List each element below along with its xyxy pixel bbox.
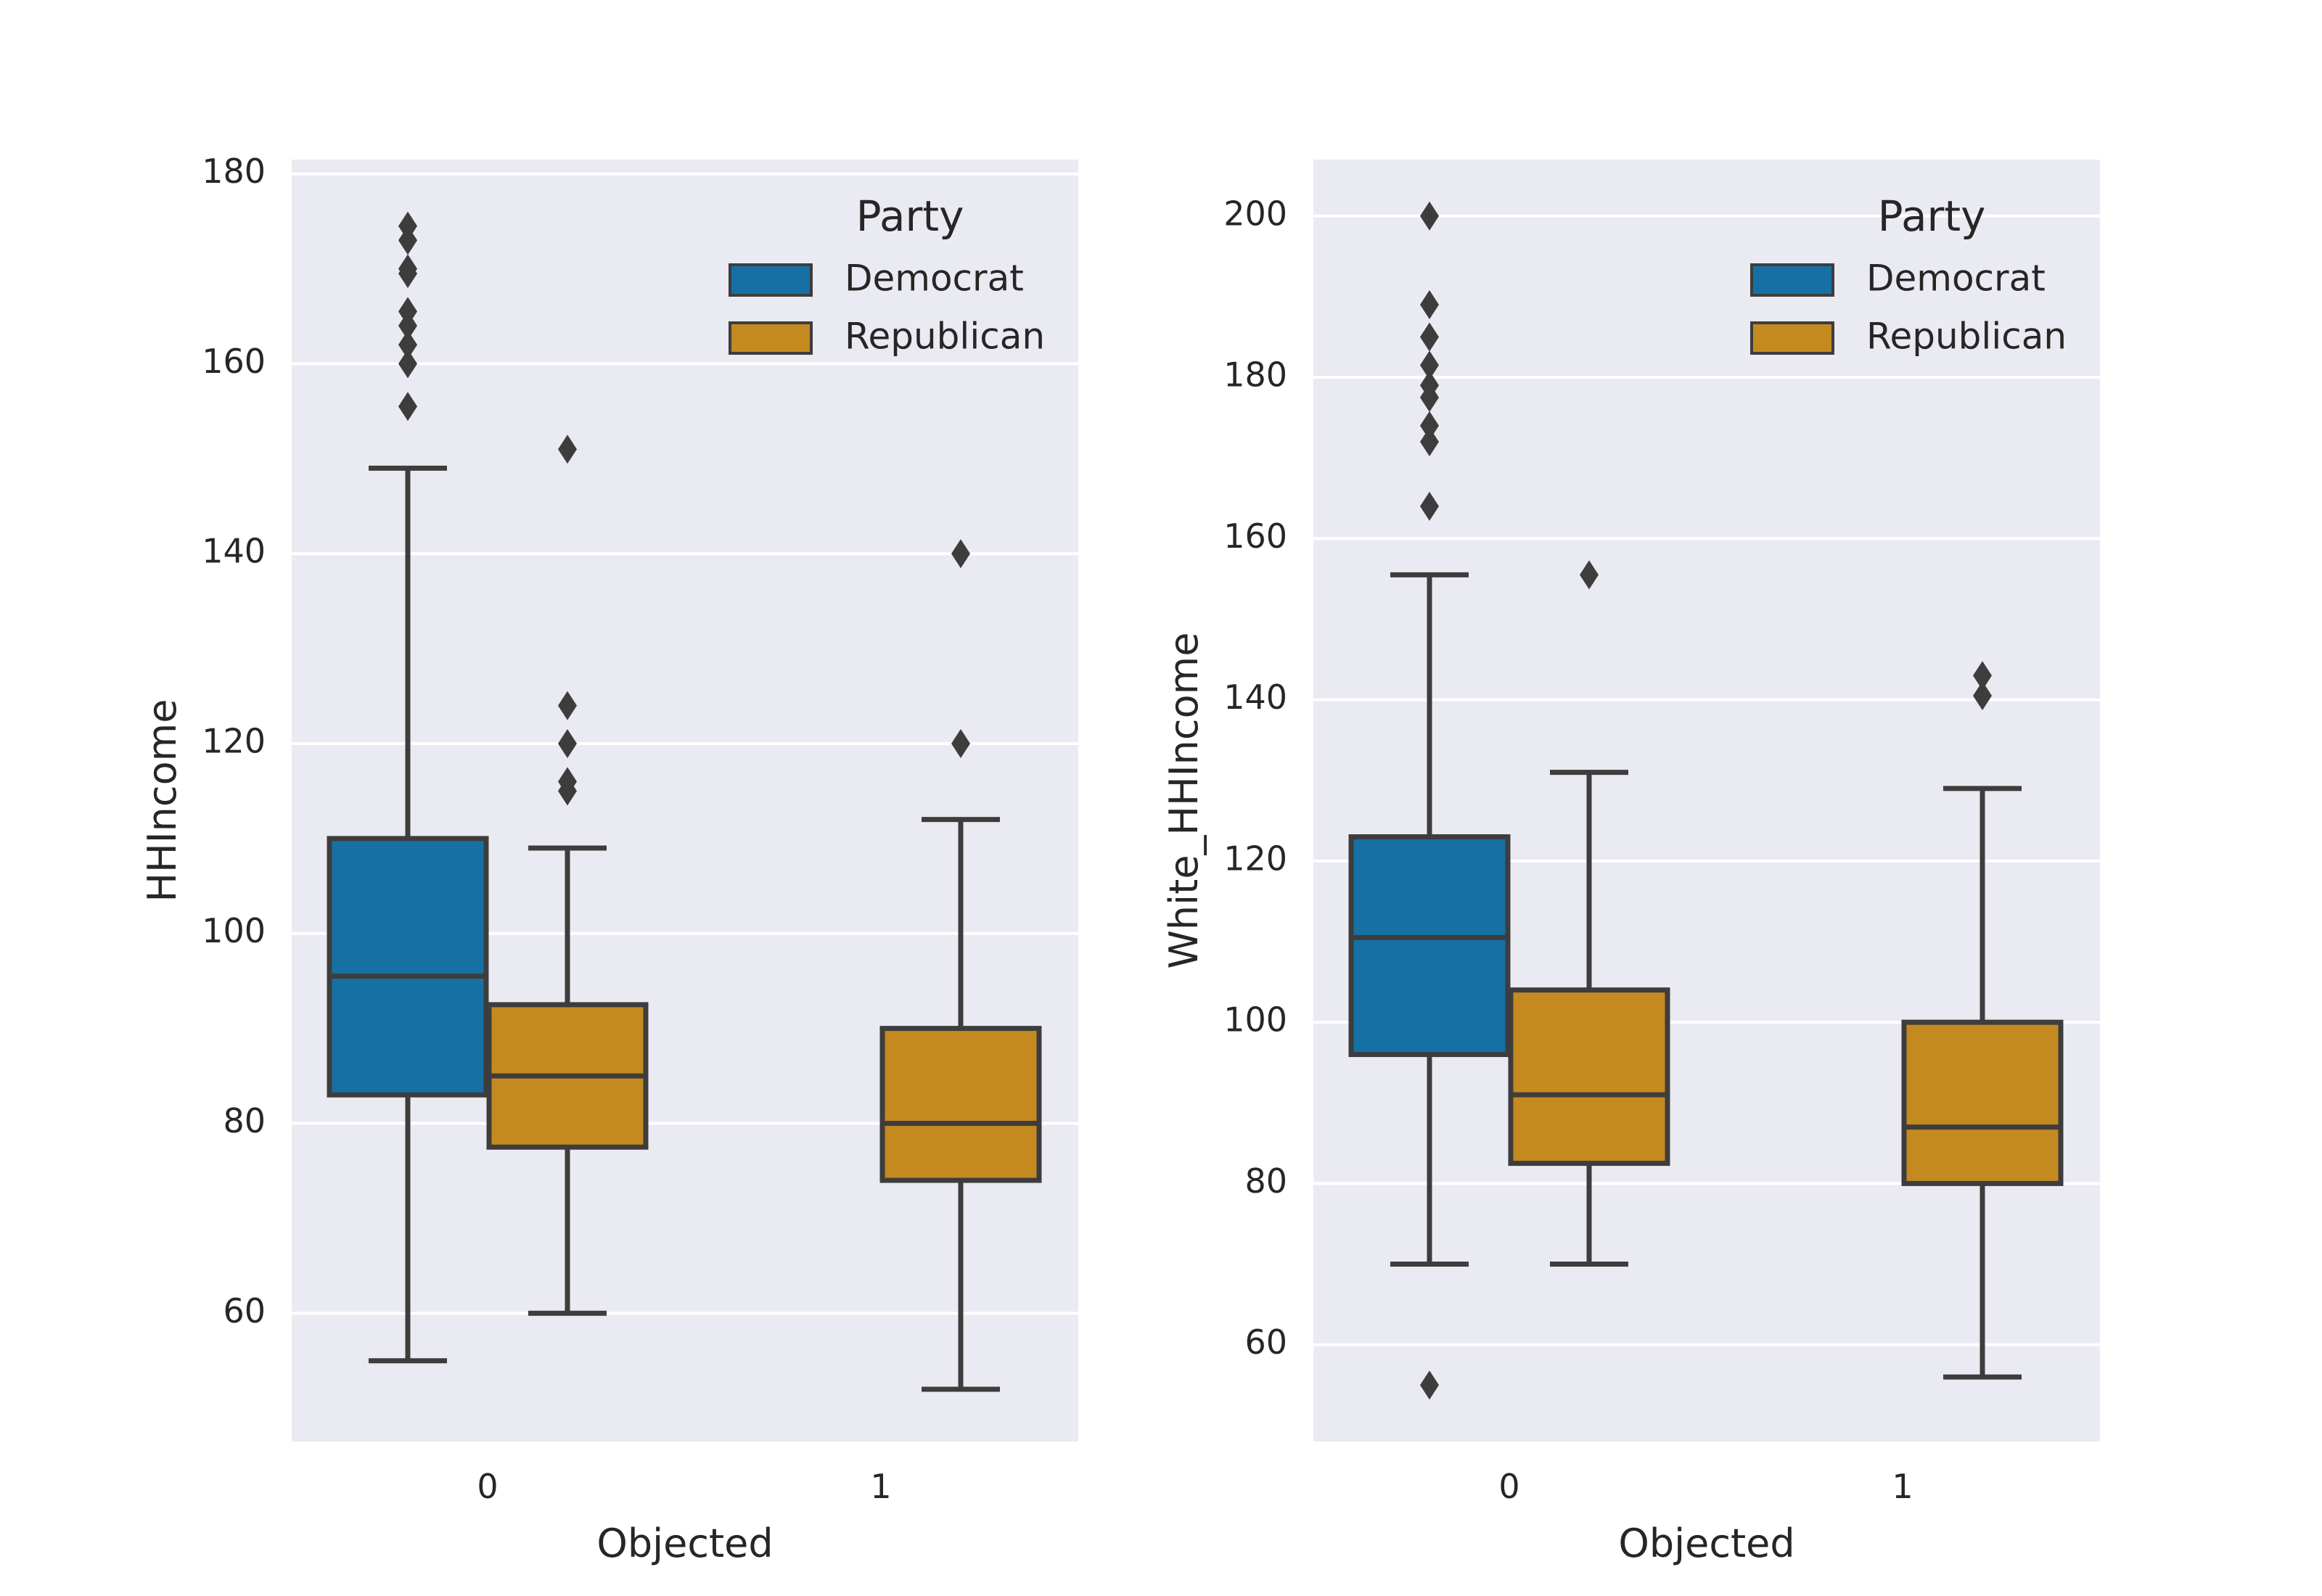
iqr-box bbox=[1348, 834, 1511, 1058]
outlier-point bbox=[398, 297, 417, 326]
x-axis-label: Objected bbox=[596, 1521, 773, 1566]
legend-title: Party bbox=[1878, 192, 1986, 241]
y-tick-label: 60 bbox=[223, 1291, 266, 1330]
x-tick-label: 0 bbox=[1498, 1467, 1519, 1506]
legend: Party Democrat Republican bbox=[1750, 192, 2067, 358]
x-tick-label: 1 bbox=[1892, 1467, 1913, 1506]
y-tick-label: 180 bbox=[1223, 355, 1287, 395]
plot-background bbox=[292, 160, 1078, 1441]
outlier-point bbox=[398, 392, 417, 421]
outlier-point bbox=[1973, 661, 1992, 691]
outlier-point bbox=[558, 728, 577, 758]
legend-label-republican: Republican bbox=[845, 316, 1045, 358]
y-tick-label: 60 bbox=[1244, 1323, 1287, 1362]
box-republican-1 bbox=[1901, 661, 2064, 1380]
legend-swatch-republican bbox=[729, 321, 813, 355]
outlier-point bbox=[1420, 371, 1439, 400]
box-republican-1 bbox=[879, 539, 1042, 1392]
y-tick-label: 80 bbox=[1244, 1161, 1287, 1201]
outlier-point bbox=[1420, 411, 1439, 440]
legend-label-democrat: Democrat bbox=[845, 258, 1024, 300]
outlier-point bbox=[398, 330, 417, 360]
y-tick-label: 100 bbox=[202, 911, 266, 950]
iqr-box bbox=[1508, 987, 1670, 1167]
iqr-box bbox=[1901, 1019, 2064, 1186]
legend-swatch-republican bbox=[1750, 321, 1834, 355]
left-plot-panel: 60 80 100 120 140 160 180 0 1 Objected HHIncome Par… bbox=[139, 152, 1078, 1566]
outlier-point bbox=[1973, 681, 1992, 711]
right-plot-panel: 60 80 100 120 140 160 180 200 0 1 Objected White_HH… bbox=[1161, 160, 2100, 1566]
outlier-point bbox=[1420, 491, 1439, 521]
outlier-point bbox=[398, 349, 417, 379]
outlier-point bbox=[1420, 350, 1439, 380]
outlier-point bbox=[558, 767, 577, 797]
y-tick-label: 120 bbox=[1223, 839, 1287, 878]
box-democrat-0 bbox=[327, 211, 489, 1364]
outlier-point bbox=[1580, 560, 1599, 590]
outlier-point bbox=[1420, 1370, 1439, 1400]
y-tick-label: 120 bbox=[202, 721, 266, 760]
outlier-point bbox=[398, 211, 417, 241]
outlier-point bbox=[1420, 427, 1439, 456]
outlier-point bbox=[558, 691, 577, 720]
outlier-point bbox=[1420, 201, 1439, 231]
y-tick-label: 80 bbox=[223, 1101, 266, 1140]
outlier-point bbox=[558, 435, 577, 464]
y-tick-label: 100 bbox=[1223, 1000, 1287, 1040]
iqr-box bbox=[327, 836, 489, 1098]
outlier-point bbox=[1420, 322, 1439, 352]
y-tick-label: 180 bbox=[202, 152, 266, 191]
legend-label-democrat: Democrat bbox=[1866, 258, 2046, 300]
legend-label-republican: Republican bbox=[1866, 316, 2067, 358]
legend-swatch-democrat bbox=[729, 263, 813, 297]
x-tick-label: 0 bbox=[477, 1467, 498, 1506]
box-republican-0 bbox=[486, 435, 649, 1316]
legend: Party Democrat Republican bbox=[729, 192, 1045, 358]
x-tick-label: 1 bbox=[870, 1467, 891, 1506]
outlier-point bbox=[398, 254, 417, 284]
y-tick-label: 200 bbox=[1223, 194, 1287, 233]
outlier-point bbox=[1420, 290, 1439, 320]
iqr-box bbox=[879, 1026, 1042, 1183]
outlier-point bbox=[951, 728, 970, 758]
y-tick-label: 160 bbox=[202, 342, 266, 381]
legend-title: Party bbox=[856, 192, 964, 241]
box-democrat-0 bbox=[1348, 201, 1511, 1400]
y-axis-label: White_HHIncome bbox=[1161, 633, 1207, 969]
y-tick-label: 140 bbox=[1223, 678, 1287, 717]
y-tick-label: 160 bbox=[1223, 517, 1287, 556]
y-tick-label: 140 bbox=[202, 532, 266, 571]
y-axis-label: HHIncome bbox=[139, 699, 185, 902]
plot-background bbox=[1313, 160, 2100, 1441]
legend-swatch-democrat bbox=[1750, 263, 1834, 297]
box-republican-0 bbox=[1508, 560, 1670, 1267]
x-axis-label: Objected bbox=[1618, 1521, 1794, 1566]
outlier-point bbox=[951, 539, 970, 569]
